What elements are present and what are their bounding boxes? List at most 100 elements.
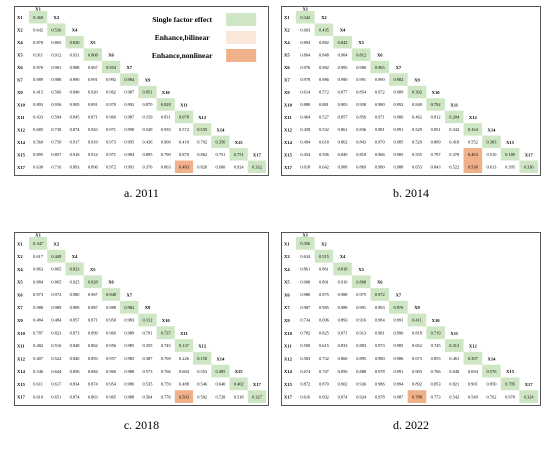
cell-value: 0.851 bbox=[431, 127, 441, 132]
cell-value: 0.990 bbox=[393, 330, 404, 335]
cell-value: 0.943 bbox=[88, 127, 99, 132]
cell-value: 0.957 bbox=[106, 356, 117, 361]
cell-value: 0.327 bbox=[252, 394, 263, 399]
cell-value: 0.976 bbox=[393, 305, 404, 310]
cell-value: 0.696 bbox=[319, 318, 330, 323]
caption-2018: c. 2018 bbox=[123, 418, 160, 432]
panel-frame: X1 X2 X4 X5 X6 X7 X9 X10 X11 X12 X14 X15 X17 0.356 X1 X… bbox=[281, 232, 541, 406]
caption-2011: a. 2011 bbox=[124, 186, 159, 200]
row-label: X12 bbox=[284, 356, 293, 361]
cell-value: 0.189 bbox=[505, 152, 516, 157]
cell-value: 0.988 bbox=[51, 77, 62, 82]
cell-value: 0.989 bbox=[124, 330, 135, 335]
row-label: X11 bbox=[17, 344, 25, 349]
cell-value: 0.644 bbox=[51, 369, 62, 374]
cell-value: 0.653 bbox=[412, 164, 423, 169]
cell-value: 0.572 bbox=[179, 127, 189, 132]
cell-value: 0.988 bbox=[106, 305, 117, 310]
cell-value: 0.856 bbox=[70, 369, 81, 374]
col-label: X10 bbox=[432, 318, 441, 323]
cell-value: 0.874 bbox=[88, 382, 99, 387]
row-label: X17 bbox=[17, 395, 26, 400]
heatmap-2022: X1 X2 X4 X5 X6 X7 X9 X10 X11 X12 X14 X15 X17 0.356 X1 X… bbox=[284, 233, 538, 403]
row-label: X6 bbox=[17, 292, 23, 297]
heatmap-2014: X1 X2 X4 X5 X6 X7 X9 X10 X11 X12 X14 X15 X17 0.342 X1 X… bbox=[284, 7, 538, 173]
cell-value: 0.522 bbox=[51, 356, 61, 361]
cell-value: 0.992 bbox=[124, 102, 134, 107]
row-label: X4 bbox=[17, 40, 23, 45]
panel-2011: X1 X2 X4 X5 X6 X7 X9 X10 X11 X12 X14 X15 X17 0.369 X1 X… bbox=[14, 6, 269, 213]
cell-value: 0.583 bbox=[300, 356, 311, 361]
cell-value: 0.538 bbox=[468, 164, 479, 169]
cell-bg bbox=[120, 73, 139, 86]
cell-value: 0.383 bbox=[487, 140, 498, 145]
cell-value: 0.988 bbox=[338, 305, 349, 310]
legend-label: Single factor effect bbox=[152, 15, 212, 24]
cell-value: 0.862 bbox=[338, 140, 348, 145]
cell-value: 0.870 bbox=[143, 102, 154, 107]
cell-value: 0.549 bbox=[143, 127, 154, 132]
cell-value: 0.902 bbox=[338, 382, 348, 387]
cell-value: 0.970 bbox=[505, 394, 516, 399]
cell-value: 0.960 bbox=[106, 369, 117, 374]
col-label: X4 bbox=[340, 254, 346, 259]
cell-value: 0.494 bbox=[300, 140, 311, 145]
cell-value: 0.463 bbox=[468, 152, 479, 157]
cell-value: 0.985 bbox=[393, 343, 404, 348]
cell-value: 0.954 bbox=[106, 65, 117, 70]
cell-value: 0.993 bbox=[375, 305, 386, 310]
cell-value: 0.692 bbox=[319, 394, 329, 399]
cell-value: 0.869 bbox=[356, 164, 367, 169]
cell-bg bbox=[314, 249, 334, 263]
cell-value: 0.615 bbox=[319, 343, 330, 348]
cell-value: 0.603 bbox=[300, 27, 311, 32]
cell-value: 0.861 bbox=[319, 267, 329, 272]
cell-value: 0.812 bbox=[356, 52, 366, 57]
row-label: X4 bbox=[17, 267, 23, 272]
cell-value: 0.840 bbox=[70, 90, 81, 95]
cell-value: 0.893 bbox=[70, 164, 81, 169]
col-label: X4 bbox=[72, 28, 78, 33]
cell-value: 0.916 bbox=[70, 152, 81, 157]
cell-value: 0.950 bbox=[106, 318, 117, 323]
row-label: X15 bbox=[17, 382, 26, 387]
cell-value: 0.640 bbox=[215, 382, 226, 387]
cell-value: 0.908 bbox=[338, 164, 349, 169]
cell-value: 0.981 bbox=[51, 65, 61, 70]
cell-value: 0.732 bbox=[319, 356, 329, 361]
cell-bg bbox=[211, 135, 230, 149]
cell-value: 0.312 bbox=[143, 318, 153, 323]
cell-value: 0.356 bbox=[215, 140, 226, 145]
cell-value: 0.912 bbox=[51, 52, 61, 57]
cell-value: 0.719 bbox=[431, 330, 442, 335]
cell-value: 0.971 bbox=[375, 115, 385, 120]
cell-bg bbox=[500, 148, 520, 161]
col-label: X6 bbox=[108, 280, 114, 285]
cell-value: 0.984 bbox=[375, 318, 386, 323]
cell-bg bbox=[351, 275, 371, 289]
cell-value: 0.535 bbox=[197, 127, 208, 132]
cell-value: 0.848 bbox=[70, 343, 81, 348]
col-label: X11 bbox=[450, 102, 458, 107]
cell-value: 0.994 bbox=[393, 382, 404, 387]
cell-value: 0.830 bbox=[70, 40, 81, 45]
cell-value: 0.458 bbox=[300, 127, 311, 132]
cell-value: 0.611 bbox=[33, 382, 43, 387]
cell-value: 0.787 bbox=[33, 330, 44, 335]
cell-bg bbox=[138, 85, 157, 99]
col-label: X17 bbox=[525, 152, 534, 157]
cell-value: 0.987 bbox=[124, 115, 135, 120]
cell-bg bbox=[193, 123, 212, 136]
cell-value: 0.908 bbox=[300, 279, 311, 284]
cell-bg bbox=[389, 300, 408, 314]
cell-value: 0.982 bbox=[393, 77, 403, 82]
cell-value: 0.834 bbox=[70, 382, 81, 387]
cell-value: 0.991 bbox=[393, 369, 403, 374]
cell-value: 0.916 bbox=[356, 318, 367, 323]
cell-value: 0.435 bbox=[319, 27, 330, 32]
cell-bg bbox=[101, 288, 121, 301]
col-label: X1 bbox=[302, 233, 308, 238]
col-label: X14 bbox=[488, 356, 497, 361]
cell-value: 0.828 bbox=[161, 102, 172, 107]
cell-value: 0.831 bbox=[161, 115, 171, 120]
